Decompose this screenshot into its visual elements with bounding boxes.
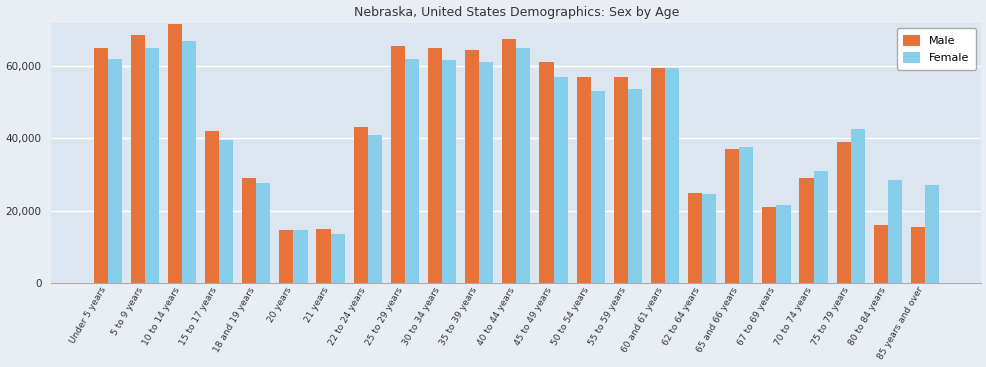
Bar — [145, 48, 159, 283]
Bar — [799, 178, 812, 283]
Bar — [650, 68, 665, 283]
Bar — [428, 48, 442, 283]
Bar — [539, 62, 553, 283]
Bar — [479, 62, 493, 283]
Bar — [205, 131, 219, 283]
Bar — [739, 147, 752, 283]
Bar — [725, 149, 739, 283]
Bar — [687, 193, 701, 283]
Legend: Male, Female: Male, Female — [895, 28, 975, 70]
Bar — [279, 230, 293, 283]
Bar — [924, 185, 939, 283]
Bar — [887, 180, 901, 283]
Bar — [502, 39, 516, 283]
Bar — [701, 194, 716, 283]
Bar — [665, 68, 678, 283]
Bar — [553, 77, 567, 283]
Bar — [368, 135, 382, 283]
Bar — [390, 46, 404, 283]
Bar — [812, 171, 827, 283]
Bar — [293, 230, 308, 283]
Bar — [442, 61, 456, 283]
Bar — [353, 127, 368, 283]
Bar — [330, 234, 344, 283]
Bar — [627, 90, 641, 283]
Bar — [910, 227, 924, 283]
Bar — [516, 48, 529, 283]
Bar — [850, 129, 864, 283]
Bar — [168, 24, 181, 283]
Bar — [761, 207, 776, 283]
Bar — [219, 140, 233, 283]
Bar — [317, 229, 330, 283]
Bar — [256, 184, 270, 283]
Bar — [130, 35, 145, 283]
Bar — [873, 225, 887, 283]
Bar — [590, 91, 604, 283]
Bar — [94, 48, 107, 283]
Title: Nebraska, United States Demographics: Sex by Age: Nebraska, United States Demographics: Se… — [353, 6, 678, 19]
Bar — [464, 50, 479, 283]
Bar — [836, 142, 850, 283]
Bar — [776, 205, 790, 283]
Bar — [107, 59, 121, 283]
Bar — [576, 77, 590, 283]
Bar — [613, 77, 627, 283]
Bar — [404, 59, 419, 283]
Bar — [181, 41, 196, 283]
Bar — [242, 178, 256, 283]
